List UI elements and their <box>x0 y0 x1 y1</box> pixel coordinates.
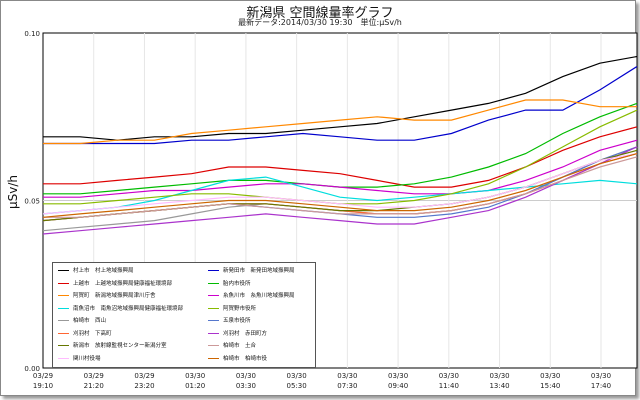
series-line-15 <box>42 153 638 215</box>
legend-swatch <box>58 345 69 346</box>
series-line-16 <box>42 153 638 218</box>
x-tick-time: 17:40 <box>591 382 611 390</box>
x-tick-date: 03/30 <box>540 372 560 380</box>
legend-item: 柏崎市 土合 <box>208 341 256 351</box>
legend-swatch <box>208 320 219 321</box>
legend-item: 阿賀町 新潟地域振興局津川庁舎 <box>58 291 156 301</box>
legend-swatch <box>58 282 69 284</box>
legend-item: 柏崎市 西山 <box>58 316 106 326</box>
x-tick-time: 03:30 <box>236 382 256 390</box>
legend-item: 上越市 上越地域振興局健康福祉環境部 <box>58 279 172 289</box>
legend-label: 上越市 上越地域振興局健康福祉環境部 <box>73 280 173 287</box>
x-tick-date: 03/29 <box>33 372 53 380</box>
x-tick-date: 03/30 <box>236 372 256 380</box>
legend-swatch <box>58 332 69 334</box>
x-tick-date: 03/29 <box>84 372 104 380</box>
legend-label: 五泉市役所 <box>223 318 251 324</box>
legend-swatch <box>58 357 69 359</box>
y-tick-label: 0.00 <box>24 365 40 373</box>
legend-item: 新発田市 新発田地域振興局 <box>208 266 295 276</box>
legend-label: 新潟市 放射線監視センター新潟分室 <box>73 343 167 349</box>
series-line-3 <box>43 126 638 188</box>
legend-item: 関川村役場 <box>58 354 101 364</box>
legend-swatch <box>208 345 219 346</box>
legend-item: 新潟市 放射線監視センター新潟分室 <box>58 341 167 351</box>
legend-item: 五泉市役所 <box>208 316 251 326</box>
legend-item: 村上市 村上地域振興局 <box>58 266 134 276</box>
x-tick-date: 03/30 <box>489 372 509 380</box>
series-line-12 <box>42 146 638 235</box>
y-tick-label: 0.05 <box>24 198 40 206</box>
legend-item: 柏崎市 柏崎市役 <box>208 354 267 364</box>
legend-item: 刈羽村 下高町 <box>58 329 112 339</box>
legend-swatch <box>208 332 219 334</box>
x-tick-time: 15:40 <box>540 382 560 390</box>
legend-label: 阿賀野市役所 <box>223 305 257 312</box>
legend-label: 刈羽村 下高町 <box>73 330 112 337</box>
legend-swatch <box>208 307 219 309</box>
legend-swatch <box>208 270 219 271</box>
legend-item: 南魚沼市 南魚沼地域振興局健康福祉環境部 <box>58 304 183 314</box>
legend-label: 新発田市 新発田地域振興局 <box>223 268 295 274</box>
legend-label: 柏崎市 柏崎市役 <box>223 355 268 362</box>
legend-label: 村上市 村上地域振興局 <box>73 268 134 274</box>
x-tick-time: 23:20 <box>134 382 154 390</box>
x-tick-time: 21:20 <box>84 382 104 390</box>
legend-label: 糸魚川市 糸魚川地域振興局 <box>223 293 295 299</box>
chart-legend: 村上市 村上地域振興局 新発田市 新発田地域振興局上越市 上越地域振興局健康福祉環… <box>52 262 316 368</box>
x-tick-date: 03/30 <box>185 372 205 380</box>
legend-swatch <box>58 295 69 296</box>
legend-label: 胎内市役所 <box>223 280 251 287</box>
x-tick-date: 03/30 <box>439 372 459 380</box>
legend-swatch <box>208 357 219 359</box>
legend-label: 阿賀町 新潟地域振興局津川庁舎 <box>73 293 156 299</box>
legend-label: 関川村役場 <box>73 355 101 362</box>
legend-label: 柏崎市 土合 <box>223 343 257 349</box>
x-tick-time: 05:30 <box>287 382 307 390</box>
legend-item: 胎内市役所 <box>208 279 251 289</box>
legend-label: 刈羽村 赤田町方 <box>223 330 268 337</box>
legend-swatch <box>58 307 69 309</box>
x-tick-date: 03/29 <box>134 372 154 380</box>
x-tick-time: 19:10 <box>33 382 53 390</box>
y-tick-label: 0.10 <box>24 30 40 38</box>
x-tick-date: 03/30 <box>591 372 611 380</box>
legend-swatch <box>208 282 219 284</box>
legend-item: 阿賀野市役所 <box>208 304 256 314</box>
legend-swatch <box>58 270 69 271</box>
legend-label: 柏崎市 西山 <box>73 318 107 324</box>
x-tick-date: 03/30 <box>388 372 408 380</box>
x-tick-time: 11:40 <box>439 382 459 390</box>
series-line-5 <box>43 99 637 145</box>
chart-subtitle: 最新データ:2014/03/30 19:30 単位:μSv/h <box>238 18 402 27</box>
chart-title: 新潟県 空間線量率グラフ <box>246 6 394 21</box>
series-line-6 <box>43 139 638 198</box>
series-line-2 <box>43 65 638 145</box>
x-tick-date: 03/30 <box>337 372 357 380</box>
series-line-14 <box>43 156 638 218</box>
x-tick-date: 03/30 <box>287 372 307 380</box>
x-tick-time: 01:20 <box>185 382 205 390</box>
x-tick-time: 07:30 <box>337 382 357 390</box>
series-line-1 <box>43 55 638 141</box>
legend-label: 南魚沼市 南魚沼地域振興局健康福祉環境部 <box>73 305 184 312</box>
x-tick-time: 09:40 <box>388 382 408 390</box>
legend-swatch <box>208 295 219 296</box>
legend-item: 糸魚川市 糸魚川地域振興局 <box>208 291 295 301</box>
legend-item: 刈羽村 赤田町方 <box>208 329 267 339</box>
legend-swatch <box>58 320 69 321</box>
x-tick-time: 13:40 <box>489 382 509 390</box>
